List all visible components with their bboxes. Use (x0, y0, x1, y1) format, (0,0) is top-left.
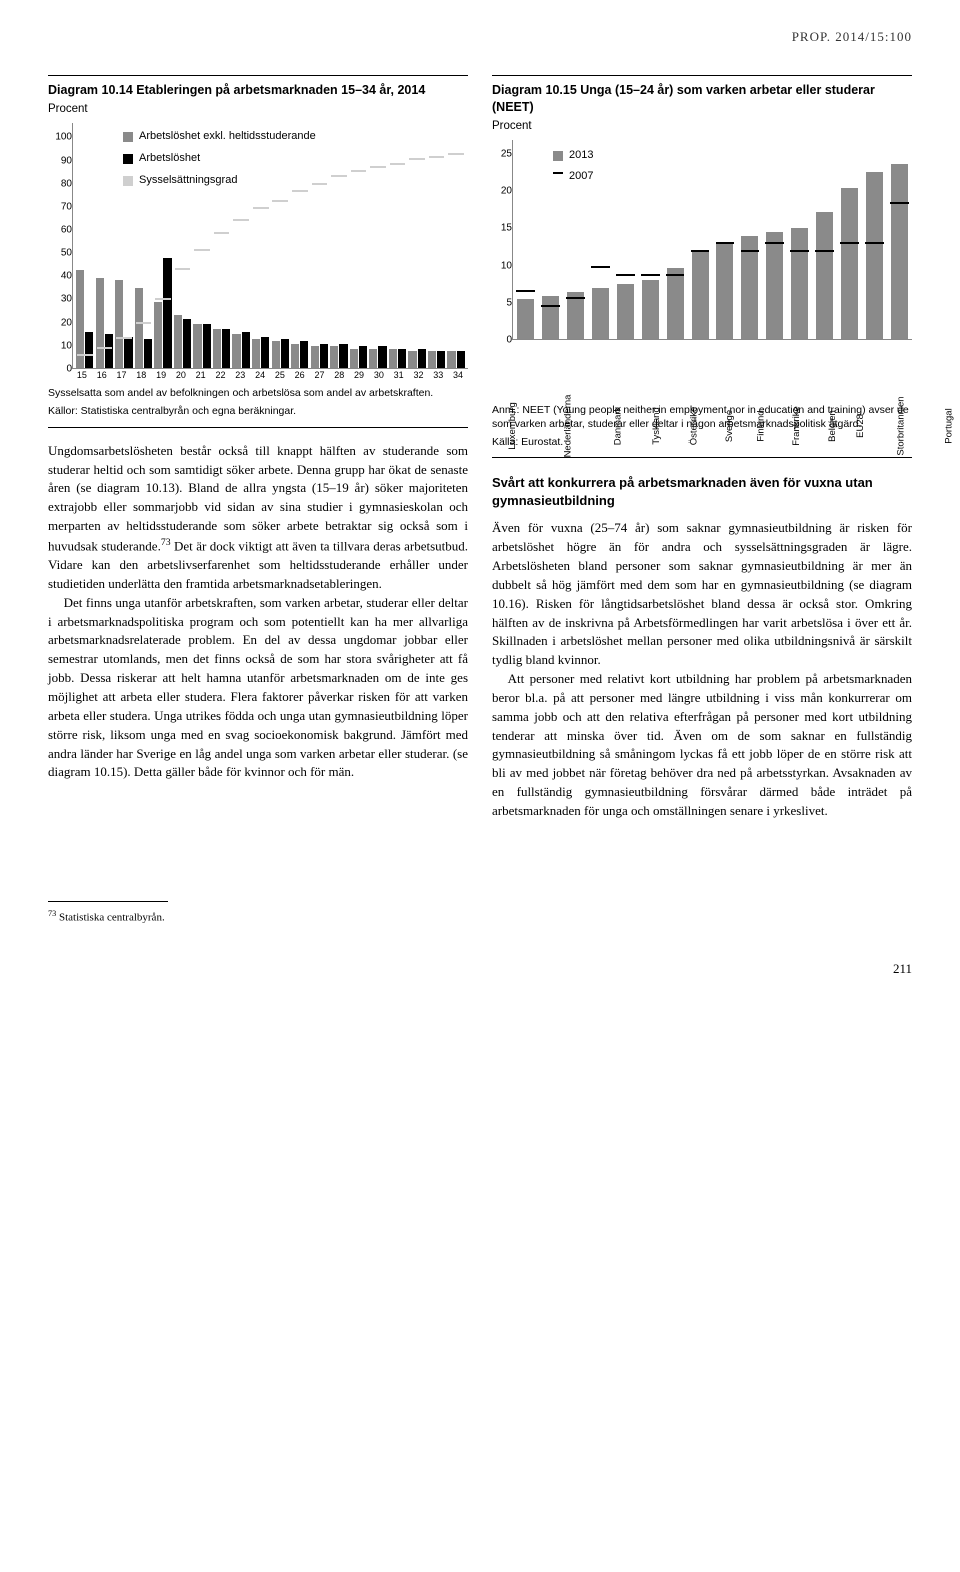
footnote: 73 Statistiska centralbyrån. (48, 908, 912, 927)
chart-yaxis: 0510152025 (492, 140, 512, 400)
diagram-10-15: Diagram 10.15 Unga (15–24 år) som varken… (492, 75, 912, 458)
chart-10-14-area: 0102030405060708090100 Arbetslöshet exkl… (48, 123, 468, 383)
bar-group (663, 140, 688, 339)
diagram-note: Sysselsatta som andel av befolkningen oc… (48, 387, 468, 401)
bar-group (538, 140, 563, 339)
footnote-marker: 73 (48, 909, 56, 918)
bar-group (173, 123, 193, 368)
bar-group (837, 140, 862, 339)
paragraph: Ungdomsarbetslösheten består också till … (48, 442, 468, 594)
bar-group (762, 140, 787, 339)
bar-group (310, 123, 330, 368)
body-text-right: Även för vuxna (25–74 år) som saknar gym… (492, 519, 912, 821)
chart-plot: 2013 2007 (512, 140, 912, 340)
chart-yaxis: 0102030405060708090100 (48, 123, 72, 383)
bar-group (95, 123, 115, 368)
bar-group (231, 123, 251, 368)
page-number: 211 (48, 960, 912, 979)
bar-group (270, 123, 290, 368)
bar-group (588, 140, 613, 339)
paragraph: Det finns unga utanför arbetskraften, so… (48, 594, 468, 782)
paragraph: Även för vuxna (25–74 år) som saknar gym… (492, 519, 912, 670)
bar-group (787, 140, 812, 339)
chart-10-15-area: 0510152025 2013 2007 LuxemburgN (492, 140, 912, 400)
bar-group (887, 140, 912, 339)
bar-group (563, 140, 588, 339)
diagram-subtitle: Procent (48, 101, 468, 118)
bar-group (388, 123, 408, 368)
bar-group (713, 140, 738, 339)
chart-xaxis: 1516171819202122232425262728293031323334 (72, 369, 468, 383)
bar-group (446, 123, 466, 368)
footnote-rule (48, 901, 168, 902)
bar-group (329, 123, 349, 368)
page-header: PROP. 2014/15:100 (48, 28, 912, 47)
bar-group (75, 123, 95, 368)
diagram-10-14: Diagram 10.14 Etableringen på arbetsmark… (48, 75, 468, 428)
bar-group (638, 140, 663, 339)
chart-plot: Arbetslöshet exkl. heltidsstuderande Arb… (72, 123, 468, 369)
bar-group (134, 123, 154, 368)
paragraph: Att personer med relativt kort utbildnin… (492, 670, 912, 821)
footnote-text: Statistiska centralbyrån. (59, 911, 165, 923)
bar-group (368, 123, 388, 368)
bar-group (688, 140, 713, 339)
bar-group (192, 123, 212, 368)
bar-group (212, 123, 232, 368)
bar-group (513, 140, 538, 339)
bar-group (427, 123, 447, 368)
bar-group (862, 140, 887, 339)
bar-group (251, 123, 271, 368)
bar-group (737, 140, 762, 339)
bar-group (613, 140, 638, 339)
body-text-left: Ungdomsarbetslösheten består också till … (48, 442, 468, 783)
diagram-source: Källor: Statistiska centralbyrån och egn… (48, 405, 468, 419)
diagram-subtitle: Procent (492, 118, 912, 135)
bar-group (407, 123, 427, 368)
diagram-title: Diagram 10.14 Etableringen på arbetsmark… (48, 82, 468, 99)
footnote-ref: 73 (161, 537, 171, 548)
bar-group (114, 123, 134, 368)
bar-group (290, 123, 310, 368)
diagram-title: Diagram 10.15 Unga (15–24 år) som varken… (492, 82, 912, 116)
chart-xaxis: LuxemburgNederländernaDanmarkTysklandÖst… (512, 340, 912, 400)
bar-group (812, 140, 837, 339)
section-subhead: Svårt att konkurrera på arbetsmarknaden … (492, 474, 912, 509)
bar-group (349, 123, 369, 368)
bar-group (153, 123, 173, 368)
